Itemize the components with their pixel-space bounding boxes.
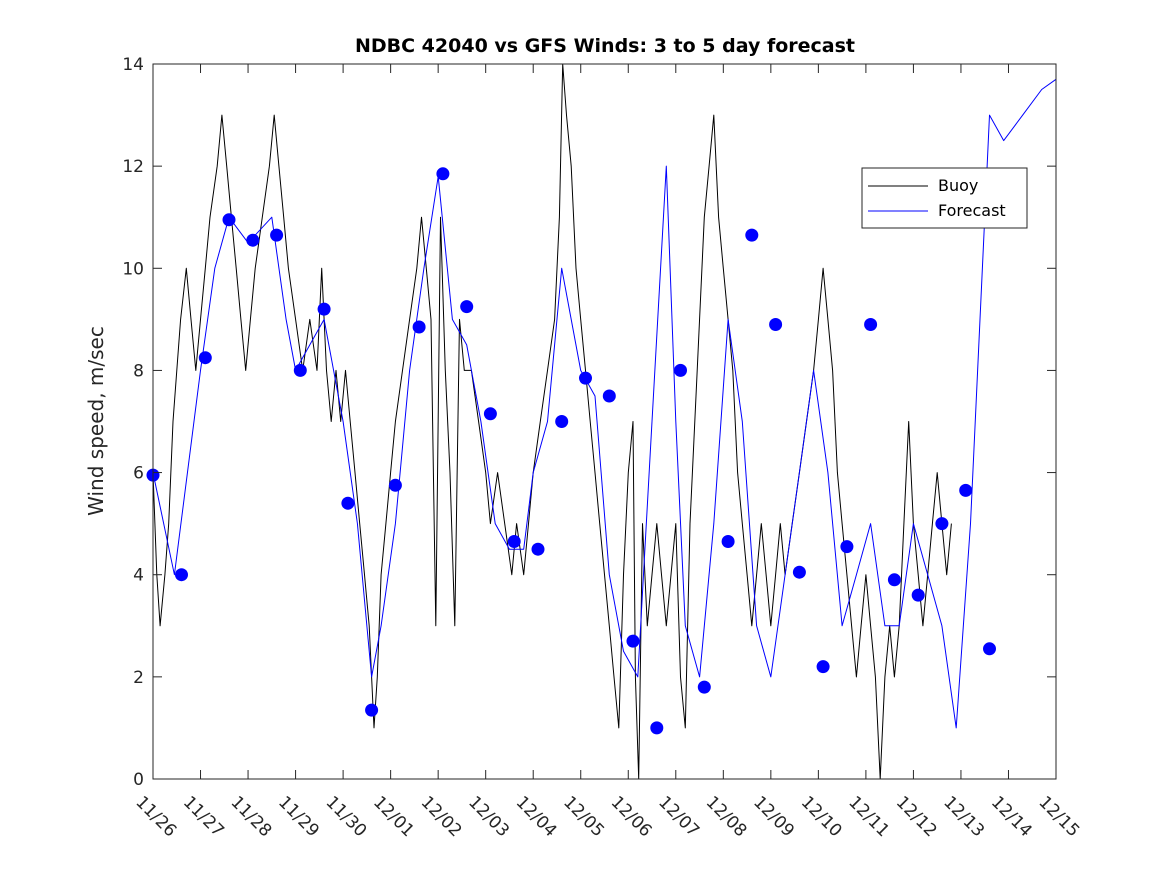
forecast-point-marker [222,213,236,227]
forecast-point-marker [365,703,379,717]
forecast-point-marker [602,389,616,403]
forecast-point-marker [721,535,735,548]
forecast-point-marker [531,542,545,556]
forecast-point-marker [483,407,497,421]
forecast-point-marker [293,363,307,377]
forecast-point-marker [388,478,402,492]
chart-title: NDBC 42040 vs GFS Winds: 3 to 5 day fore… [355,35,855,57]
forecast-point-marker [412,320,426,334]
forecast-point-marker [198,351,212,365]
axes-box [152,63,1057,780]
forecast-point-marker [816,660,830,674]
legend-entry-buoy: Buoy [938,176,978,195]
legend-box [861,167,1028,229]
forecast-point-marker [959,483,973,497]
y-tick-label: 2 [133,668,144,688]
y-tick-label: 12 [122,157,144,177]
forecast-point-marker [507,535,521,548]
forecast-point-marker [840,540,854,554]
forecast-point-marker [911,588,925,602]
forecast-point-marker [460,300,474,314]
forecast-point-marker [436,167,450,181]
forecast-point-marker [769,318,783,331]
forecast-point-marker [579,371,592,385]
y-tick-label: 14 [122,55,144,75]
series-layer [152,63,1057,780]
y-tick-label: 10 [122,259,144,279]
forecast-point-marker [935,517,949,531]
forecast-point-marker [341,496,355,510]
forecast-point-marker [983,642,996,656]
forecast-point-marker [745,228,759,242]
marker-layer [146,167,996,735]
y-tick-label: 8 [133,361,144,381]
forecast-point-marker [650,721,664,735]
forecast-point-marker [887,573,901,587]
legend-entry-forecast: Forecast [938,201,1006,220]
forecast-point-marker [175,568,188,582]
y-tick-label: 4 [133,566,144,586]
forecast-point-marker [792,565,806,579]
forecast-point-marker [626,634,640,648]
legend: Buoy Forecast [861,167,1028,229]
series-line-forecast [152,78,1057,729]
forecast-point-marker [246,233,260,247]
forecast-point-marker [697,680,711,694]
forecast-point-marker [674,363,687,377]
forecast-point-marker [555,415,569,428]
y-axis-label: Wind speed, m/sec [84,326,108,516]
forecast-point-marker [270,228,284,242]
y-tick-label: 0 [133,770,144,790]
forecast-point-marker [864,318,878,331]
series-line-buoy [152,63,952,780]
y-tick-label: 6 [133,464,144,484]
forecast-point-marker [317,302,331,316]
